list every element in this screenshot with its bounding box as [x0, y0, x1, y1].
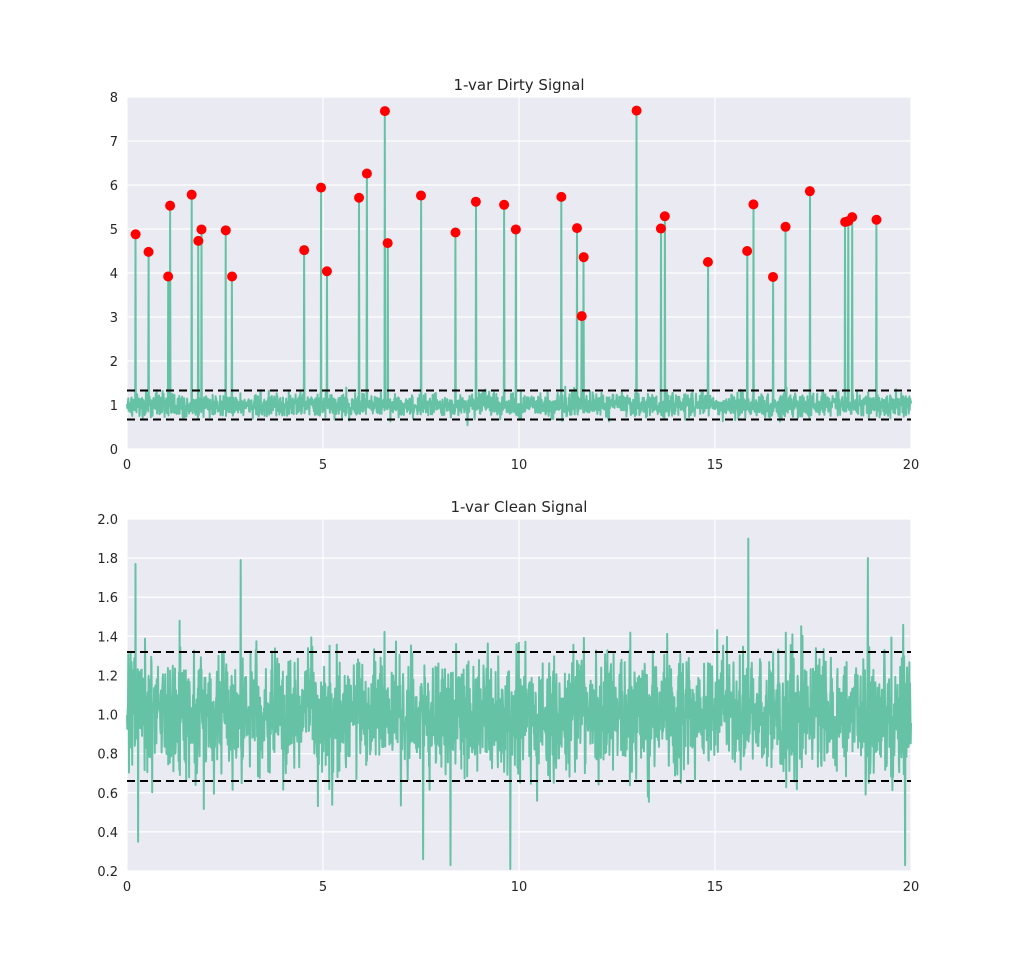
x-tick-label: 5 — [319, 458, 327, 473]
outlier-point — [572, 223, 583, 234]
y-tick-label: 1.6 — [97, 591, 118, 606]
clean-y-tick-labels: 0.2 0.4 0.6 0.8 1.0 1.2 1.4 1.6 1.8 2.0 — [97, 513, 118, 880]
y-tick-label: 0.2 — [97, 865, 118, 880]
outlier-point — [354, 192, 365, 203]
x-tick-label: 15 — [707, 458, 724, 473]
clean-chart-title: 1-var Clean Signal — [451, 498, 588, 516]
outlier-point — [220, 225, 231, 236]
outlier-point — [748, 199, 759, 210]
dirty-signal-series — [126, 109, 912, 427]
y-tick-label: 3 — [110, 311, 118, 326]
outlier-point — [299, 245, 310, 256]
dirty-y-tick-labels: 0 1 2 3 4 5 6 7 8 — [110, 91, 118, 458]
x-tick-label: 5 — [319, 880, 327, 895]
y-tick-label: 1.0 — [97, 709, 118, 724]
outlier-point — [450, 227, 461, 238]
x-tick-label: 0 — [123, 880, 131, 895]
outlier-point — [379, 106, 390, 117]
y-tick-label: 2 — [110, 355, 118, 370]
y-tick-label: 0.6 — [97, 787, 118, 802]
outlier-point — [804, 186, 815, 197]
outlier-point — [361, 168, 372, 179]
dirty-outlier-markers — [130, 105, 882, 322]
outlier-point — [416, 190, 426, 201]
x-tick-label: 10 — [511, 458, 528, 473]
x-tick-label: 15 — [707, 880, 724, 895]
clean-signal-series — [126, 537, 912, 870]
outlier-point — [143, 246, 154, 257]
y-tick-label: 0.8 — [97, 748, 118, 763]
outlier-point — [780, 221, 791, 232]
y-tick-label: 7 — [110, 135, 118, 150]
signal-line — [126, 537, 912, 870]
y-tick-label: 1.4 — [97, 630, 118, 645]
x-tick-label: 0 — [123, 458, 131, 473]
outlier-point — [499, 199, 510, 210]
outlier-point — [470, 196, 481, 207]
clean-x-tick-labels: 0 5 10 15 20 — [123, 880, 919, 895]
y-tick-label: 0.4 — [97, 826, 118, 841]
clean-threshold-lines — [127, 650, 911, 783]
outlier-point — [742, 246, 753, 256]
clean-signal-chart: 0 5 10 15 20 0.20.40.60.81.01.21.41.61.82.0 … — [97, 498, 919, 895]
y-tick-label: 6 — [110, 179, 118, 194]
outlier-point — [871, 214, 882, 225]
outlier-point — [847, 212, 858, 223]
outlier-point — [659, 211, 670, 222]
outlier-point — [196, 224, 207, 235]
outlier-point — [130, 229, 141, 240]
outlier-point — [631, 105, 642, 116]
y-tick-label: 1.8 — [97, 552, 118, 567]
outlier-point — [193, 235, 204, 246]
outlier-point — [576, 311, 587, 322]
outlier-point — [702, 257, 713, 267]
outlier-point — [165, 200, 176, 211]
x-tick-label: 20 — [903, 880, 920, 895]
outlier-point — [578, 252, 589, 263]
y-tick-label: 0 — [110, 443, 118, 458]
signal-line — [126, 109, 912, 427]
dirty-threshold-lines — [127, 389, 911, 421]
y-tick-label: 8 — [110, 91, 118, 106]
y-tick-label: 4 — [110, 267, 118, 282]
dirty-signal-chart: 0 5 10 15 20 0 1 2 3 4 5 6 7 8 1-var Dirty Signal — [110, 76, 920, 473]
outlier-point — [382, 238, 393, 249]
outlier-point — [227, 271, 238, 282]
dirty-x-tick-labels: 0 5 10 15 20 — [123, 458, 919, 473]
x-tick-label: 10 — [511, 880, 528, 895]
outlier-point — [655, 223, 666, 234]
x-tick-label: 20 — [903, 458, 920, 473]
outlier-point — [768, 271, 779, 282]
outlier-point — [163, 271, 174, 282]
outlier-point — [316, 182, 327, 193]
dirty-chart-title: 1-var Dirty Signal — [453, 76, 584, 94]
y-tick-label: 5 — [110, 223, 118, 238]
y-tick-label: 1.2 — [97, 669, 118, 684]
outlier-point — [321, 266, 332, 277]
outlier-point — [186, 189, 197, 200]
outlier-point — [556, 191, 567, 202]
y-tick-label: 2.0 — [97, 513, 118, 528]
y-tick-label: 1 — [110, 399, 118, 414]
outlier-point — [510, 224, 521, 235]
